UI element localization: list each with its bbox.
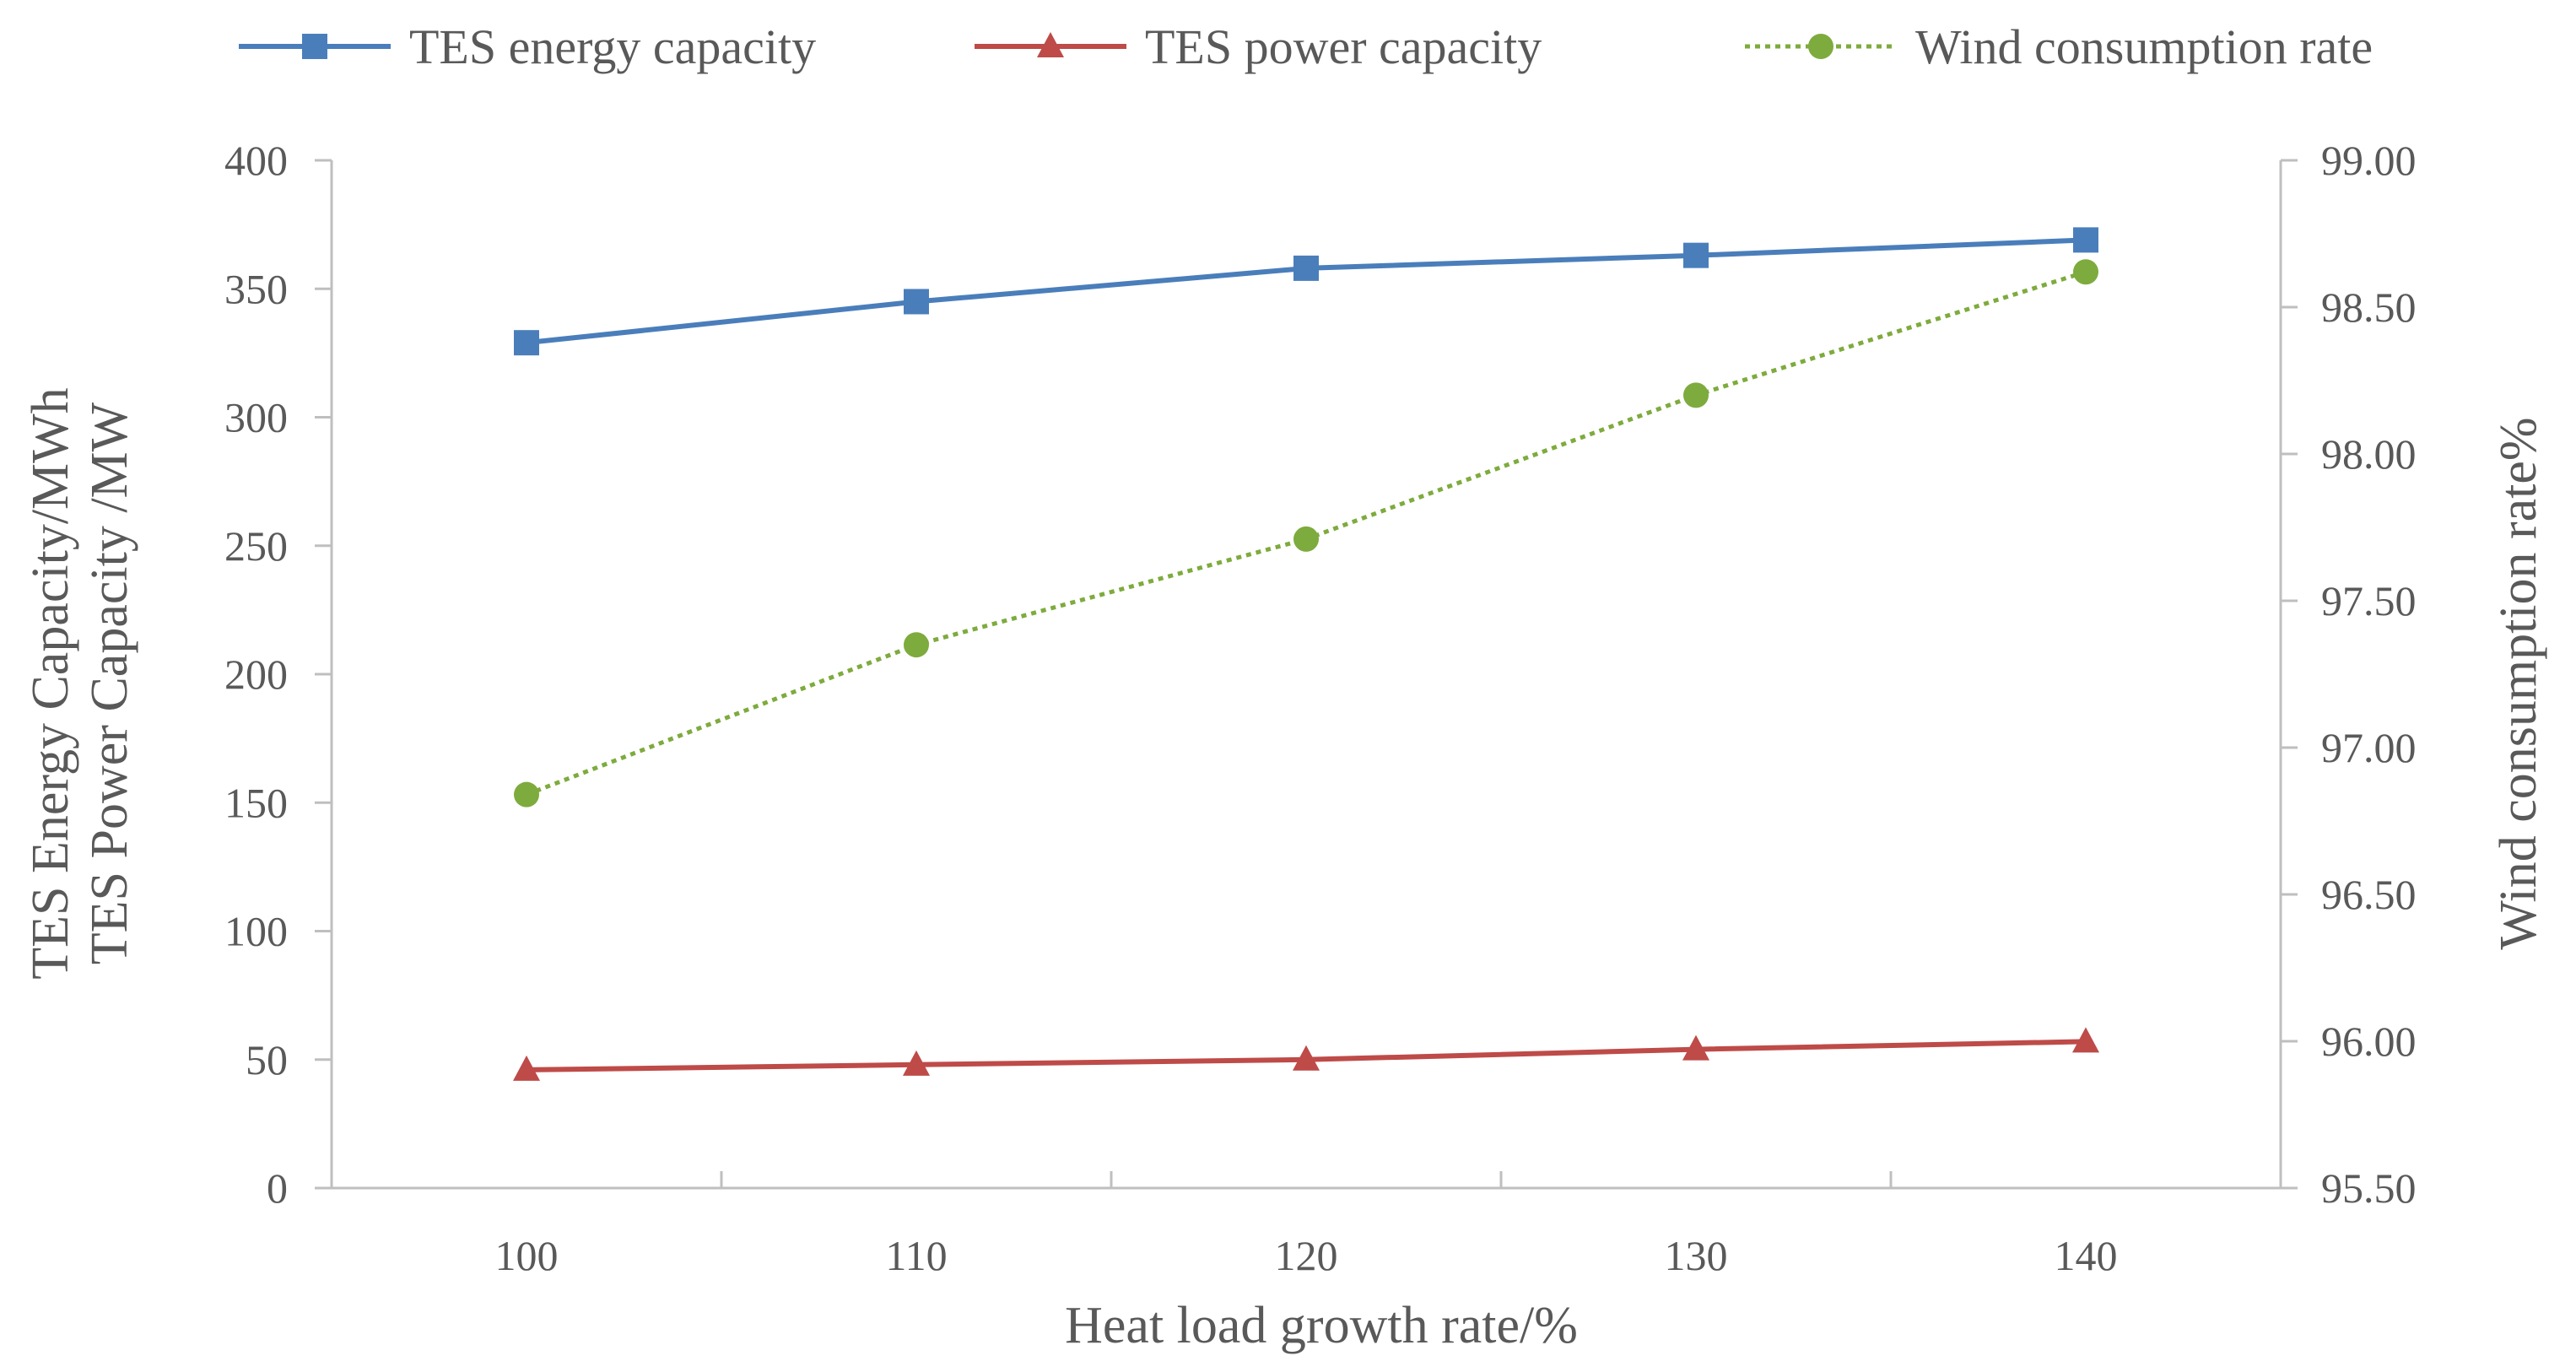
x-tick-label: 130 (1665, 1232, 1728, 1279)
data-point (903, 1050, 930, 1076)
y-left-tick-label: 350 (224, 265, 288, 312)
legend-item: TES power capacity (975, 19, 1542, 74)
legend-label: TES power capacity (1145, 19, 1542, 74)
data-point (904, 632, 929, 658)
data-point (1683, 242, 1709, 268)
y-left-tick-label: 400 (224, 137, 288, 184)
legend-item: TES energy capacity (239, 19, 816, 74)
series-layer (513, 227, 2099, 1081)
x-tick-label: 100 (495, 1232, 559, 1279)
y-left-tick-label: 150 (224, 779, 288, 826)
legend-swatch-marker (1808, 34, 1833, 59)
legend-swatch-marker (302, 34, 327, 59)
series-wind-consumption-rate (514, 259, 2098, 808)
legend-label: Wind consumption rate (1915, 19, 2373, 74)
y-axis-left-title-line-1: TES Energy Capacity/MWh (22, 387, 79, 979)
data-point (2073, 227, 2098, 253)
legend: TES energy capacity TES power capacity Win… (239, 19, 2373, 74)
legend-swatch-marker (1037, 32, 1064, 57)
y-left-tick-label: 100 (224, 908, 288, 955)
y-axis-left-title-line-2: TES Power Capacity /MW (81, 402, 138, 964)
axes: 0 50 100 150 200 250 300 350 400 95.50 96.00 96.50 9… (224, 137, 2417, 1279)
data-point (1683, 382, 1709, 408)
series-tes-power-capacity (513, 1027, 2099, 1081)
legend-label: TES energy capacity (409, 19, 816, 74)
data-point (1293, 1045, 1320, 1071)
y-left-tick-label: 250 (224, 522, 288, 570)
series-tes-energy-capacity (514, 227, 2098, 356)
y-right-tick-label: 99.00 (2321, 137, 2417, 184)
y-left-tick-label: 50 (246, 1036, 288, 1083)
data-point (1293, 526, 1319, 552)
data-point (513, 1055, 540, 1081)
y-right-tick-label: 98.00 (2321, 430, 2417, 478)
data-point (1682, 1034, 1709, 1061)
y-left-tick-label: 0 (267, 1164, 288, 1212)
data-point (514, 781, 539, 808)
series-line (526, 237, 2087, 346)
data-point (904, 289, 929, 315)
y-right-tick-label: 96.00 (2321, 1018, 2417, 1065)
y-axis-right-title: Wind consumption rate% (2490, 417, 2547, 949)
x-axis-title: Heat load growth rate/% (1065, 1297, 1578, 1354)
y-left-tick-label: 300 (224, 394, 288, 441)
x-tick-label: 120 (1275, 1232, 1338, 1279)
x-tick-label: 140 (2055, 1232, 2118, 1279)
data-point (2073, 259, 2098, 285)
data-point (2072, 1027, 2099, 1053)
y-left-tick-label: 200 (224, 651, 288, 698)
y-right-tick-label: 96.50 (2321, 871, 2417, 918)
data-point (1293, 255, 1319, 281)
data-point (514, 330, 539, 356)
x-tick-label: 110 (885, 1232, 947, 1279)
y-right-tick-label: 95.50 (2321, 1164, 2417, 1212)
y-right-tick-label: 97.50 (2321, 577, 2417, 624)
y-right-tick-label: 98.50 (2321, 284, 2417, 331)
y-right-tick-label: 97.00 (2321, 724, 2417, 771)
legend-item: Wind consumption rate (1745, 19, 2373, 74)
